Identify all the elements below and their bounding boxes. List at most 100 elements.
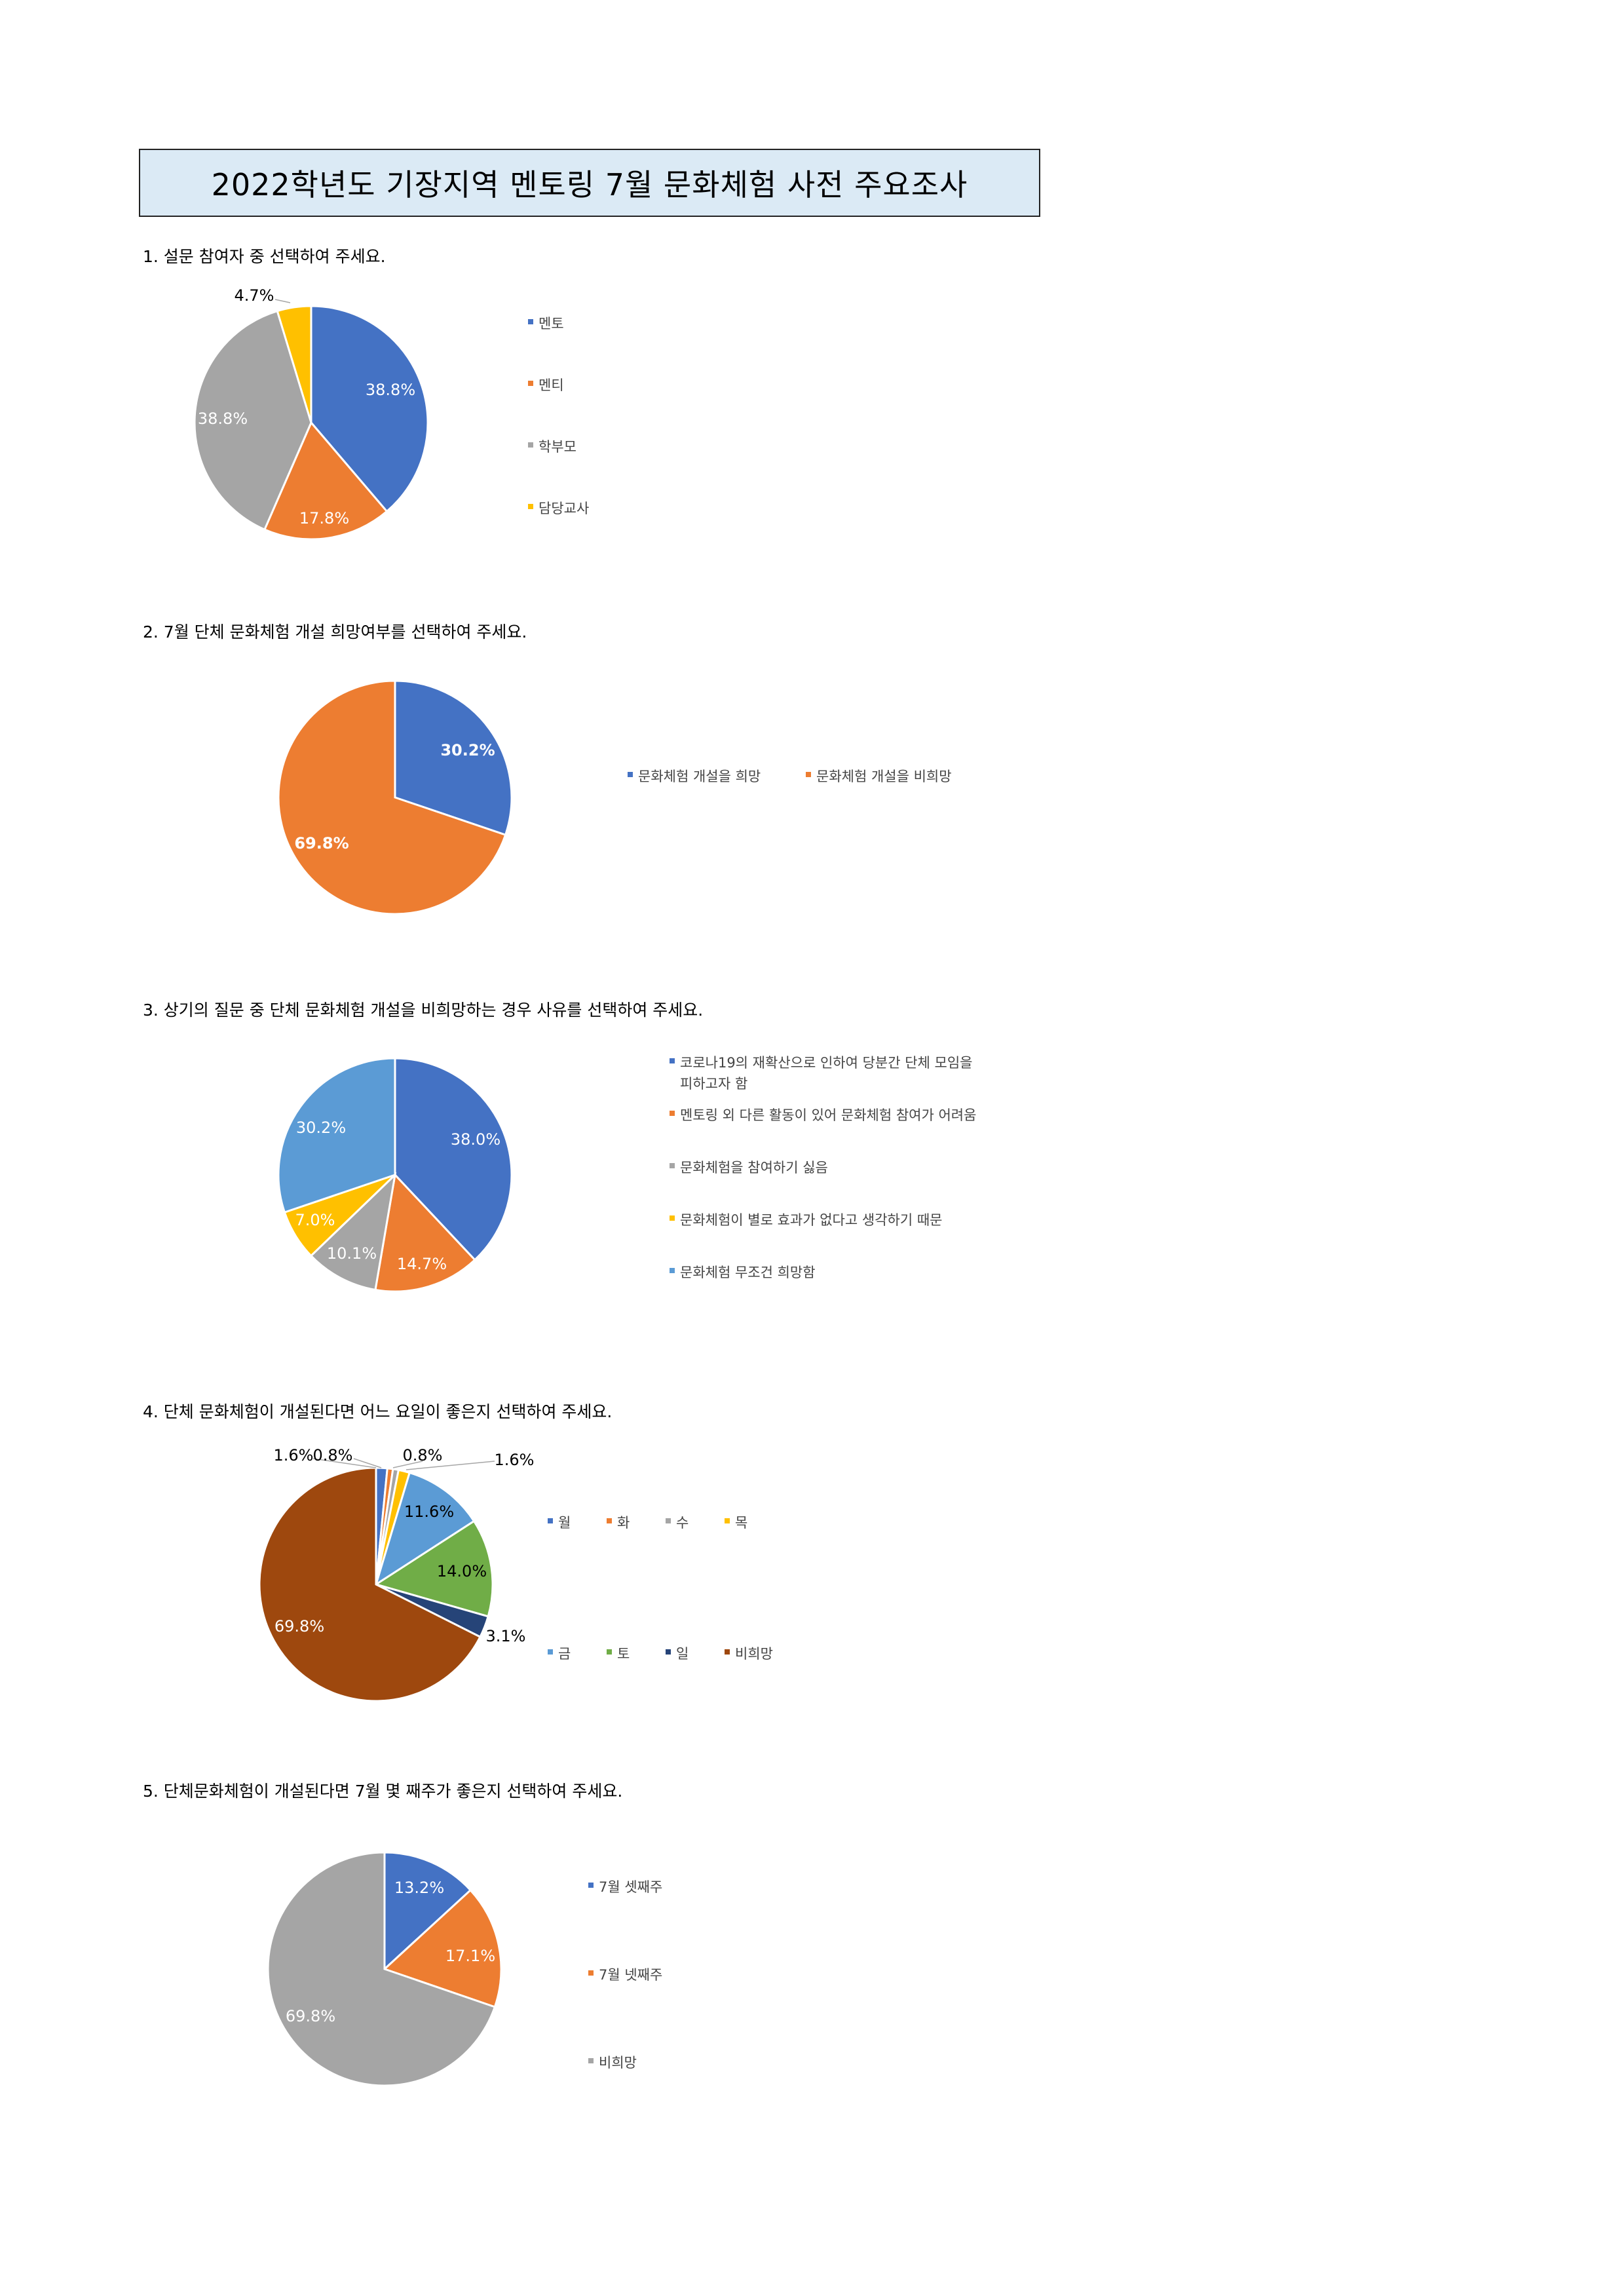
data-label: 30.2%: [296, 1119, 346, 1137]
data-label: 38.8%: [366, 381, 415, 399]
legend-swatch: [628, 772, 633, 777]
legend-item: 일: [666, 1643, 689, 1664]
pie-slice: [394, 1057, 513, 1261]
legend-swatch: [725, 1649, 730, 1655]
legend-item: 코로나19의 재확산으로 인하여 당분간 단체 모임을 피하고자 함: [670, 1052, 973, 1094]
legend-label: 문화체험을 참여하기 싫음: [680, 1160, 828, 1176]
data-label: 17.8%: [299, 509, 349, 527]
legend-label: 토: [617, 1646, 630, 1662]
legend-item: 문화체험 무조건 희망함: [670, 1262, 816, 1283]
legend-label: 7월 셋째주: [599, 1879, 663, 1895]
data-label: 38.0%: [451, 1130, 500, 1149]
legend-swatch: [588, 1970, 594, 1976]
pie-chart-1: 38.8% 17.8% 38.8% 4.7%: [193, 286, 429, 541]
legend-label: 문화체험이 별로 효과가 없다고 생각하기 때문: [680, 1212, 943, 1228]
question-5: 5. 단체문화체험이 개설된다면 7월 몇 째주가 좋은지 선택하여 주세요.: [143, 1782, 623, 1801]
legend-label: 7월 넷째주: [599, 1967, 663, 1983]
data-label: 7.0%: [295, 1211, 335, 1229]
legend-label: 멘티: [538, 377, 564, 393]
legend-item: 문화체험을 참여하기 싫음: [670, 1157, 828, 1178]
legend-swatch: [666, 1518, 671, 1523]
pie-chart-3: 38.0% 14.7% 10.1% 7.0% 30.2%: [277, 1057, 513, 1293]
legend-label: 일: [676, 1646, 689, 1662]
legend-item: 문화체험이 별로 효과가 없다고 생각하기 때문: [670, 1210, 942, 1231]
legend-label: 금: [558, 1646, 571, 1662]
legend-swatch: [528, 504, 533, 509]
pie-slice: [276, 305, 312, 423]
legend-swatch: [670, 1111, 675, 1116]
legend-swatch: [806, 772, 811, 777]
data-label: 0.8%: [403, 1446, 443, 1464]
legend-label: 멘토: [538, 316, 564, 332]
legend-swatch: [670, 1215, 675, 1221]
data-label: 10.1%: [327, 1244, 377, 1263]
legend-swatch: [670, 1268, 675, 1273]
pie-slice: [258, 1466, 482, 1702]
legend-label: 문화체험 무조건 희망함: [680, 1265, 816, 1280]
pie-slice: [277, 1057, 396, 1214]
pie-slice: [374, 1172, 476, 1293]
data-label: 1.6%: [495, 1451, 535, 1469]
legend-item: 비희망: [588, 2052, 637, 2073]
legend-label: 멘토링 외 다른 활동이 있어 문화체험 참여가 어려움: [680, 1107, 977, 1123]
legend-label: 목: [735, 1515, 748, 1531]
legend-swatch: [607, 1518, 612, 1523]
legend-swatch: [528, 381, 533, 386]
pie-chart-4: 1.6% 0.8% 0.8% 1.6%11.6%14.0%3.1%69.8%: [258, 1446, 535, 1702]
data-label: 30.2%: [440, 741, 495, 759]
pie-slice: [263, 421, 388, 541]
data-label: 69.8%: [274, 1617, 324, 1636]
legend-label: 문화체험 개설을 희망: [638, 769, 761, 784]
data-label: 14.0%: [437, 1562, 487, 1580]
legend-swatch: [548, 1518, 553, 1523]
pie-slice: [309, 1172, 397, 1292]
question-4: 4. 단체 문화체험이 개설된다면 어느 요일이 좋은지 선택하여 주세요.: [143, 1402, 613, 1421]
pie-slice: [193, 309, 312, 531]
data-label: 14.7%: [397, 1255, 447, 1273]
legend-label: 수: [676, 1515, 689, 1531]
legend-label: 비희망: [735, 1646, 773, 1662]
legend-item: 멘티: [528, 375, 564, 396]
data-label: 13.2%: [394, 1879, 444, 1897]
data-label: 11.6%: [404, 1502, 454, 1521]
legend-item: 멘토링 외 다른 활동이 있어 문화체험 참여가 어려움: [670, 1105, 976, 1126]
legend-item: 담당교사: [528, 498, 589, 519]
legend-item: 금: [548, 1643, 571, 1664]
legend-item: 월: [548, 1512, 571, 1533]
legend-label: 문화체험 개설을 비희망: [816, 769, 952, 784]
data-label: 0.8%: [313, 1446, 353, 1464]
legend-item: 비희망: [725, 1643, 773, 1664]
legend-swatch: [725, 1518, 730, 1523]
legend-label: 담당교사: [538, 501, 590, 516]
legend-swatch: [548, 1649, 553, 1655]
data-label: 17.1%: [445, 1947, 495, 1965]
legend-item: 토: [607, 1643, 630, 1664]
legend-swatch: [528, 319, 533, 324]
question-2: 2. 7월 단체 문화체험 개설 희망여부를 선택하여 주세요.: [143, 622, 527, 641]
legend-swatch: [588, 2058, 594, 2063]
legend-item: 문화체험 개설을 희망: [628, 766, 761, 787]
pie-slice: [383, 1851, 472, 1972]
legend-item: 화: [607, 1512, 630, 1533]
pie-slice: [374, 1471, 476, 1587]
pie-slice: [277, 679, 507, 915]
legend-swatch: [670, 1058, 675, 1063]
legend-item: 멘토: [528, 313, 564, 334]
legend-swatch: [588, 1883, 594, 1888]
legend-label: 화: [617, 1515, 630, 1531]
pie-chart-5: 13.2% 17.1% 69.8%: [267, 1851, 502, 2087]
legend-item: 수: [666, 1512, 689, 1533]
pie-chart-2: 30.2% 69.8%: [277, 679, 513, 915]
pie-slice: [310, 305, 429, 513]
legend-swatch: [666, 1649, 671, 1655]
leader-line: [274, 299, 291, 303]
page-title: 2022학년도 기장지역 멘토링 7월 문화체험 사전 주요조사: [139, 149, 1040, 217]
leader-line: [392, 1461, 423, 1468]
legend-label: 월: [558, 1515, 571, 1531]
legend-label: 코로나19의 재확산으로 인하여 당분간 단체 모임을 피하고자 함: [680, 1055, 973, 1092]
pie-slice: [394, 679, 513, 837]
legend-swatch: [607, 1649, 612, 1655]
data-label: 69.8%: [286, 2007, 335, 2025]
leader-line: [353, 1458, 382, 1468]
